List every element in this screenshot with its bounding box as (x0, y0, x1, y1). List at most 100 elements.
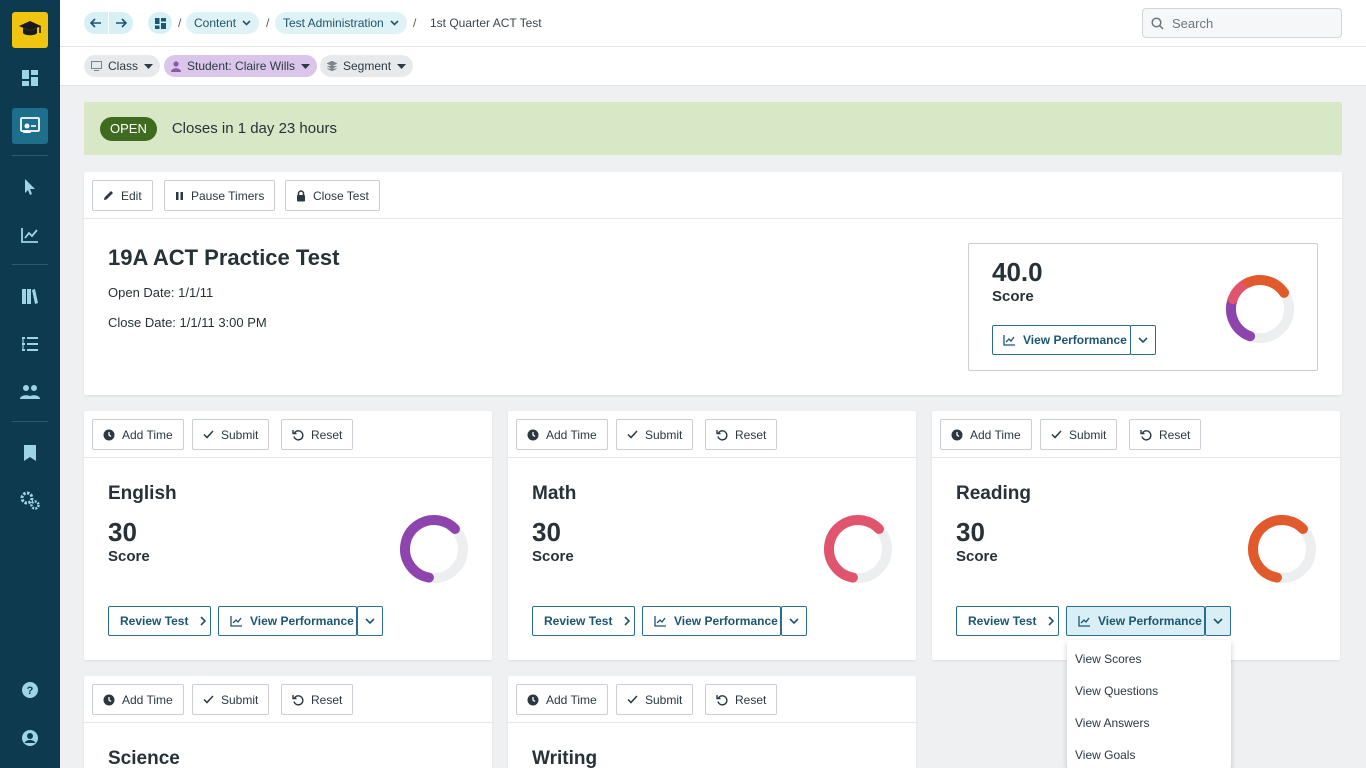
ring-segment (1226, 275, 1294, 343)
section-title: Reading (956, 483, 1031, 504)
section-score: 30 (108, 517, 137, 547)
menu-item-view-goals[interactable]: View Goals (1075, 748, 1136, 762)
reset-label: Reset (735, 692, 767, 707)
menu-item-view-questions[interactable]: View Questions (1075, 684, 1159, 698)
section-score-label: Score (956, 548, 998, 565)
breadcrumb-current: 1st Quarter ACT Test (430, 16, 542, 30)
status-banner: OPEN Closes in 1 day 23 hours (84, 102, 1342, 155)
reset-button[interactable]: Reset (281, 419, 354, 450)
review-test-button[interactable]: Review Test (108, 606, 211, 636)
section-title: Writing (532, 748, 598, 768)
overall-score-box: 40.0 Score View Performance (968, 243, 1318, 371)
reset-label: Reset (735, 427, 767, 442)
add-time-button[interactable]: Add Time (516, 419, 608, 450)
help-icon[interactable]: ? (12, 672, 48, 708)
account-icon[interactable] (12, 720, 48, 756)
sidebar: ? (0, 0, 60, 768)
submit-button[interactable]: Submit (616, 419, 694, 450)
review-test-button[interactable]: Review Test (956, 606, 1059, 636)
class-icon (91, 61, 102, 71)
caret-down-icon (397, 63, 407, 69)
section-title: Science (108, 748, 180, 768)
submit-label: Submit (221, 427, 259, 442)
submit-button[interactable]: Submit (192, 684, 270, 715)
section-score-label: Score (532, 548, 574, 565)
view-performance-dropdown-toggle[interactable] (781, 606, 807, 636)
reset-button[interactable]: Reset (1129, 419, 1202, 450)
add-time-button[interactable]: Add Time (92, 419, 184, 450)
view-performance-button[interactable]: View Performance (218, 606, 357, 636)
settings-icon[interactable] (12, 483, 48, 519)
home-grid-icon[interactable] (148, 12, 172, 34)
menu-item-view-answers[interactable]: View Answers (1075, 716, 1150, 730)
check-icon (203, 430, 214, 439)
section-card-science: Add Time Submit Reset Science (84, 676, 492, 768)
breadcrumb-separator: / (178, 16, 182, 30)
caret-down-icon (301, 63, 311, 69)
section-score-ring (1248, 515, 1316, 583)
clock-icon (103, 694, 115, 705)
submit-label: Submit (645, 692, 683, 707)
test-toolbar: Edit Pause Timers Close Test (84, 172, 1342, 219)
test-admin-icon[interactable] (12, 108, 48, 144)
chart-icon[interactable] (12, 217, 48, 253)
submit-button[interactable]: Submit (192, 419, 270, 450)
chevron-down-icon (1138, 337, 1148, 343)
reset-button[interactable]: Reset (705, 419, 778, 450)
submit-button[interactable]: Submit (1040, 419, 1118, 450)
breadcrumb-test-admin[interactable]: Test Administration (275, 12, 407, 34)
chevron-down-icon (390, 20, 399, 26)
graduation-cap-icon[interactable] (12, 12, 48, 48)
overall-score: 40.0 (992, 257, 1043, 287)
student-icon (171, 60, 181, 72)
cursor-icon[interactable] (12, 169, 48, 205)
breadcrumb-content[interactable]: Content (186, 12, 260, 34)
student-filter-label: Student: Claire Wills (187, 59, 296, 73)
overall-score-label: Score (992, 288, 1034, 305)
menu-item-view-scores[interactable]: View Scores (1075, 652, 1142, 666)
student-filter[interactable]: Student: Claire Wills (164, 55, 318, 77)
check-icon (203, 695, 214, 704)
edit-button[interactable]: Edit (92, 180, 153, 211)
submit-button[interactable]: Submit (616, 684, 694, 715)
chevron-right-icon (1048, 616, 1055, 626)
close-test-button[interactable]: Close Test (285, 180, 380, 211)
add-time-button[interactable]: Add Time (940, 419, 1032, 450)
segment-filter[interactable]: Segment (320, 55, 414, 77)
ring-segment (1248, 515, 1316, 583)
dashboard-icon[interactable] (12, 60, 48, 96)
add-time-button[interactable]: Add Time (516, 684, 608, 715)
library-icon[interactable] (12, 278, 48, 314)
view-performance-dropdown-toggle[interactable] (1205, 606, 1231, 636)
view-performance-dropdown-toggle[interactable] (1130, 325, 1156, 355)
section-toolbar: Add Time Submit Reset (932, 411, 1340, 458)
view-performance-button[interactable]: View Performance (642, 606, 781, 636)
forward-arrow-icon[interactable] (109, 12, 133, 34)
test-summary-card: Edit Pause Timers Close Test 19A ACT Pra… (84, 172, 1342, 395)
reset-button[interactable]: Reset (705, 684, 778, 715)
breadcrumb-content-label: Content (194, 16, 237, 30)
search-input[interactable]: Search (1142, 8, 1342, 38)
back-arrow-icon[interactable] (84, 12, 108, 34)
search-placeholder: Search (1172, 15, 1214, 31)
add-time-label: Add Time (546, 692, 597, 707)
status-badge: OPEN (100, 116, 157, 141)
class-filter[interactable]: Class (84, 55, 161, 77)
check-icon (627, 695, 638, 704)
open-date: Open Date: 1/1/11 (108, 285, 214, 300)
closing-time-text: Closes in 1 day 23 hours (171, 120, 337, 137)
top-bar: / Content / Test Administration / 1st Qu… (60, 0, 1366, 47)
overall-score-ring (1226, 275, 1294, 343)
users-icon[interactable] (12, 374, 48, 410)
bookmark-icon[interactable] (12, 435, 48, 471)
segment-filter-label: Segment (343, 59, 392, 73)
view-performance-dropdown-toggle[interactable] (357, 606, 383, 636)
view-performance-button[interactable]: View Performance (1066, 606, 1205, 636)
reset-button[interactable]: Reset (281, 684, 354, 715)
submit-label: Submit (1069, 427, 1107, 442)
add-time-button[interactable]: Add Time (92, 684, 184, 715)
view-performance-button[interactable]: View Performance (992, 325, 1131, 355)
pause-timers-button[interactable]: Pause Timers (164, 180, 276, 211)
list-icon[interactable] (12, 326, 48, 362)
review-test-button[interactable]: Review Test (532, 606, 635, 636)
